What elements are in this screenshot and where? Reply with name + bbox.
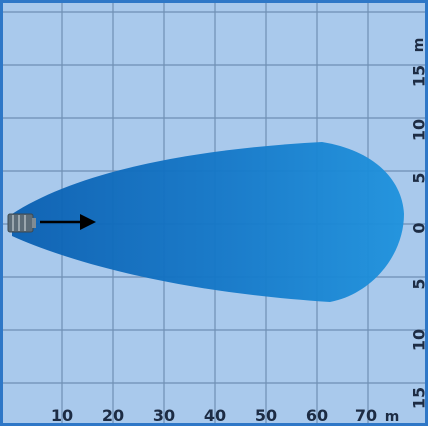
y-axis-labels: m 15 10 5 0 5 10 15	[410, 38, 428, 409]
x-axis-unit: m	[385, 409, 400, 425]
y-tick-label: 5	[410, 172, 428, 183]
x-tick-label: 50	[255, 406, 277, 425]
x-tick-label: 10	[51, 406, 73, 425]
x-tick-label: 40	[204, 406, 226, 425]
x-tick-label: 30	[153, 406, 175, 425]
y-tick-label: 10	[410, 329, 428, 351]
y-tick-label: 15	[410, 65, 428, 87]
beam-shape	[12, 142, 404, 302]
y-tick-label: 5	[410, 278, 428, 289]
y-axis-unit: m	[411, 38, 427, 53]
lamp-icon	[7, 213, 36, 233]
x-axis-labels: 10 20 30 40 50 60 70 m	[51, 406, 399, 425]
x-tick-label: 60	[306, 406, 328, 425]
x-tick-label: 20	[102, 406, 124, 425]
y-tick-label: 0	[410, 222, 428, 233]
y-tick-label: 10	[410, 119, 428, 141]
arrow-right-icon	[40, 214, 96, 230]
x-tick-label: 70	[355, 406, 377, 425]
y-tick-label: 15	[410, 387, 428, 409]
